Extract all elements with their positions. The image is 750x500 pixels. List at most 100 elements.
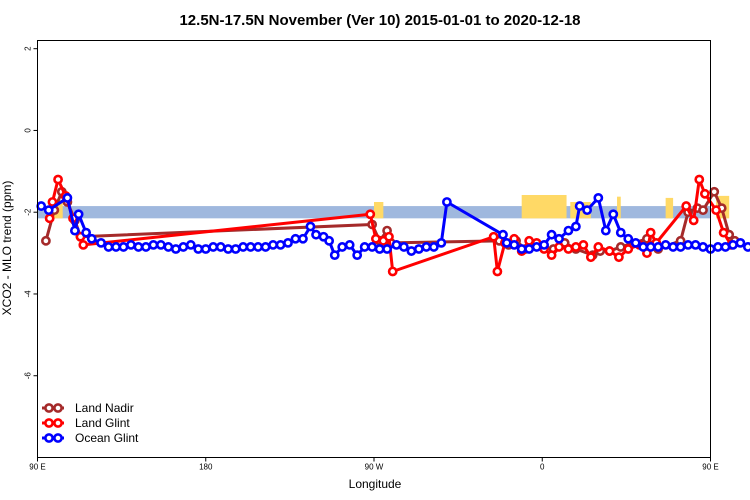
data-point bbox=[260, 242, 271, 252]
data-point bbox=[653, 242, 664, 252]
data-point bbox=[421, 242, 432, 252]
legend-label: Land Nadir bbox=[75, 401, 134, 415]
land-band-segment bbox=[521, 195, 567, 219]
legend-marker-left bbox=[44, 418, 54, 428]
data-point bbox=[223, 244, 234, 254]
data-point bbox=[698, 205, 708, 216]
data-point bbox=[298, 233, 308, 244]
data-point bbox=[683, 240, 693, 250]
data-point bbox=[608, 209, 619, 220]
data-point bbox=[44, 213, 55, 224]
data-point bbox=[711, 205, 722, 216]
legend-marker-right bbox=[53, 403, 63, 413]
data-point bbox=[391, 240, 402, 250]
data-point bbox=[337, 242, 348, 252]
series-land-glint bbox=[44, 174, 736, 277]
legend-item: Land Nadir bbox=[42, 401, 134, 415]
data-point bbox=[718, 227, 729, 238]
x-tick-label: 90 W bbox=[365, 463, 384, 472]
data-point bbox=[126, 240, 136, 250]
data-point bbox=[253, 242, 263, 252]
x-tick-label: 180 bbox=[199, 463, 213, 472]
data-point bbox=[563, 244, 574, 254]
legend-label: Ocean Glint bbox=[75, 431, 139, 445]
legend-item: Land Glint bbox=[42, 416, 130, 430]
data-point bbox=[630, 237, 641, 248]
data-point bbox=[688, 215, 699, 226]
data-point bbox=[367, 242, 378, 252]
data-point bbox=[604, 246, 615, 256]
data-point bbox=[47, 197, 58, 207]
data-point bbox=[324, 235, 335, 246]
data-point bbox=[509, 240, 520, 250]
data-point bbox=[399, 242, 409, 252]
data-point bbox=[53, 174, 63, 185]
data-point bbox=[675, 242, 686, 252]
data-point bbox=[668, 242, 679, 252]
data-point bbox=[148, 240, 159, 250]
data-point bbox=[329, 250, 340, 261]
data-point bbox=[554, 233, 564, 244]
data-point bbox=[442, 197, 452, 207]
x-tick-label: 0 bbox=[540, 463, 545, 472]
data-point bbox=[428, 242, 439, 252]
data-point bbox=[185, 240, 196, 250]
data-point bbox=[141, 242, 151, 252]
data-point bbox=[370, 233, 381, 244]
data-point bbox=[384, 231, 394, 242]
data-point bbox=[613, 252, 624, 263]
data-point bbox=[387, 266, 398, 277]
data-point bbox=[524, 244, 535, 254]
data-point bbox=[365, 209, 376, 220]
y-tick-label: 2 bbox=[24, 46, 33, 51]
legend-label: Land Glint bbox=[75, 416, 130, 430]
data-point bbox=[615, 242, 626, 252]
x-axis: 90 E 180 90 W 0 90 E bbox=[29, 457, 719, 472]
legend-marker-left bbox=[44, 433, 54, 443]
data-point bbox=[311, 229, 321, 240]
data-point bbox=[118, 242, 129, 252]
data-point bbox=[111, 242, 121, 252]
data-point bbox=[208, 242, 219, 252]
y-tick-label: -4 bbox=[24, 290, 33, 298]
series-ocean-glint bbox=[36, 192, 750, 261]
data-point bbox=[546, 250, 557, 261]
data-point bbox=[516, 244, 527, 254]
data-point bbox=[713, 242, 723, 252]
data-point bbox=[593, 192, 604, 203]
data-point bbox=[690, 240, 701, 250]
data-point bbox=[359, 242, 370, 252]
land-band-segment bbox=[374, 201, 384, 219]
data-point bbox=[78, 240, 89, 250]
x-tick-label: 90 E bbox=[29, 463, 45, 472]
x-axis-label: Longitude bbox=[349, 477, 402, 491]
data-point bbox=[498, 229, 508, 240]
data-point bbox=[638, 242, 649, 252]
data-point bbox=[645, 227, 656, 238]
data-point bbox=[96, 237, 106, 248]
data-point bbox=[615, 227, 626, 238]
data-point bbox=[133, 242, 144, 252]
legend-marker-left bbox=[44, 403, 54, 413]
data-point bbox=[660, 240, 671, 250]
data-point bbox=[699, 188, 710, 199]
land-ocean-band bbox=[37, 195, 730, 219]
series-group bbox=[36, 174, 750, 277]
legend-marker-right bbox=[53, 418, 63, 428]
data-point bbox=[238, 242, 249, 252]
data-point bbox=[436, 237, 447, 248]
data-point bbox=[155, 240, 166, 250]
data-point bbox=[623, 244, 634, 254]
data-point bbox=[86, 233, 97, 244]
data-point bbox=[623, 233, 634, 244]
data-point bbox=[69, 225, 80, 236]
data-point bbox=[501, 237, 512, 248]
y-tick-label: -2 bbox=[24, 208, 33, 216]
data-point bbox=[230, 244, 241, 254]
series-line bbox=[48, 178, 733, 273]
data-point bbox=[574, 201, 585, 211]
data-point bbox=[728, 240, 738, 250]
data-point bbox=[352, 250, 363, 261]
data-point bbox=[81, 227, 92, 238]
data-point bbox=[283, 237, 293, 248]
